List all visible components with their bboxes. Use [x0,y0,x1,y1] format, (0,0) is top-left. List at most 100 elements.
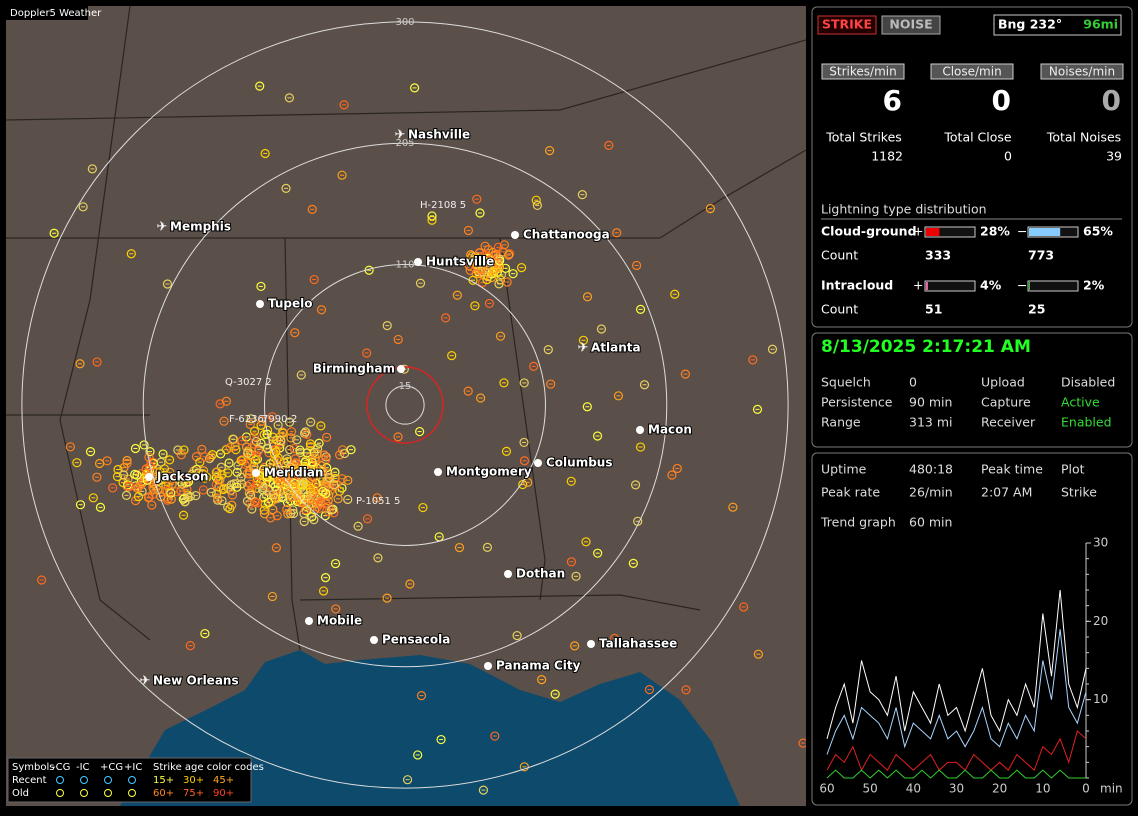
legend-symbol [104,776,112,784]
legend [7,757,252,803]
city-label: Pensacola [382,633,450,647]
dist-pct: 2% [1083,278,1105,293]
city-label: Macon [648,423,692,437]
strike-symbol [767,344,778,354]
city-dot [370,636,378,644]
strike-symbol [230,441,240,451]
strike-symbol [463,225,474,236]
strike-symbol [49,228,59,238]
status-text: Capture [981,395,1031,410]
strike-symbol [299,477,309,488]
strike-symbol [413,750,423,760]
city-dot [252,469,260,477]
strike-symbol [259,509,270,519]
strike-symbol [295,447,305,458]
strike-symbol [495,331,506,341]
noise-button-label[interactable]: NOISE [889,17,932,32]
strike-symbol [667,470,677,480]
strike-symbol [307,204,317,214]
strike-symbol [531,195,541,205]
strike-symbol [139,440,149,450]
dist-bar-frame [924,280,976,292]
strike-symbol [165,455,175,465]
strike-button[interactable] [817,15,877,35]
range-ring [385,385,425,425]
strike-symbol [72,458,82,468]
strike-symbol [183,477,194,487]
strike-symbol [300,457,310,468]
strike-symbol [92,357,102,367]
strike-symbol [499,240,509,250]
strike-symbol [284,417,295,427]
strike-symbol [258,485,268,495]
x-tick-label: 50 [863,782,878,796]
strike-symbol [300,427,311,437]
strike-symbol [628,558,638,568]
strike-symbol [672,463,682,474]
strike-symbol [454,542,465,553]
strike-symbol [343,494,353,505]
strike-symbol [198,469,208,479]
strike-symbol [330,558,341,569]
strike-symbol [470,301,480,311]
strike-symbol [353,521,363,531]
legend-symbol [80,789,88,797]
strike-symbol [543,345,553,355]
city-dot [434,468,442,476]
strike-symbol [156,492,166,502]
strike-symbol [178,510,189,520]
strike-symbol [75,359,85,369]
strike-symbol [158,449,168,459]
app-title: Doppler5 Weather [10,8,102,19]
strike-symbol [571,571,581,581]
legend-type: -CG [52,762,70,773]
dist-name: Cloud-ground [821,224,917,239]
rate-value: 0 [1102,84,1121,117]
strike-symbol [582,292,593,302]
strike-symbol [578,335,589,345]
strike-symbol [581,537,591,547]
range-label: 15 [399,381,412,392]
strike-symbol [276,435,286,446]
strike-symbol [316,421,326,431]
strike-symbol [147,500,157,510]
strike-symbol [292,492,303,502]
status-text: Disabled [1061,375,1115,390]
strike-symbol [504,250,514,260]
strike-symbol [133,492,144,502]
strike-symbol [321,498,331,508]
count-value: 333 [925,248,951,263]
strike-symbol [285,462,295,472]
stats-text: Plot [1061,462,1085,477]
total-label: Total Close [943,130,1012,145]
strike-symbol [262,471,272,482]
strike-symbol [224,458,234,468]
strike-symbol [639,380,650,390]
strike-symbol [223,468,233,478]
strike-symbol [124,481,135,492]
city-label: Dothan [516,567,565,581]
stats-text: Peak rate [821,485,880,500]
strike-symbol [418,502,428,513]
strike-symbol [393,432,403,442]
strike-symbol [322,432,332,442]
gulf [120,650,740,806]
strike-symbol [299,516,309,527]
strike-symbol [463,386,473,396]
strike-symbol [753,649,764,659]
dist-pct: 65% [1083,224,1113,239]
strike-symbol [337,170,347,180]
strike-symbol [223,483,233,493]
strike-symbol [263,497,274,507]
strike-symbol [176,486,186,496]
strike-symbol [231,445,241,455]
strike-symbol [309,515,319,525]
strike-symbol [213,493,223,503]
strike-symbol [346,445,356,455]
city-dot [305,617,313,625]
strike-button-label[interactable]: STRIKE [822,17,872,32]
strike-symbol [256,281,266,292]
strike-symbol [166,488,176,498]
dist-pct: 28% [980,224,1010,239]
noise-button[interactable] [881,15,941,35]
